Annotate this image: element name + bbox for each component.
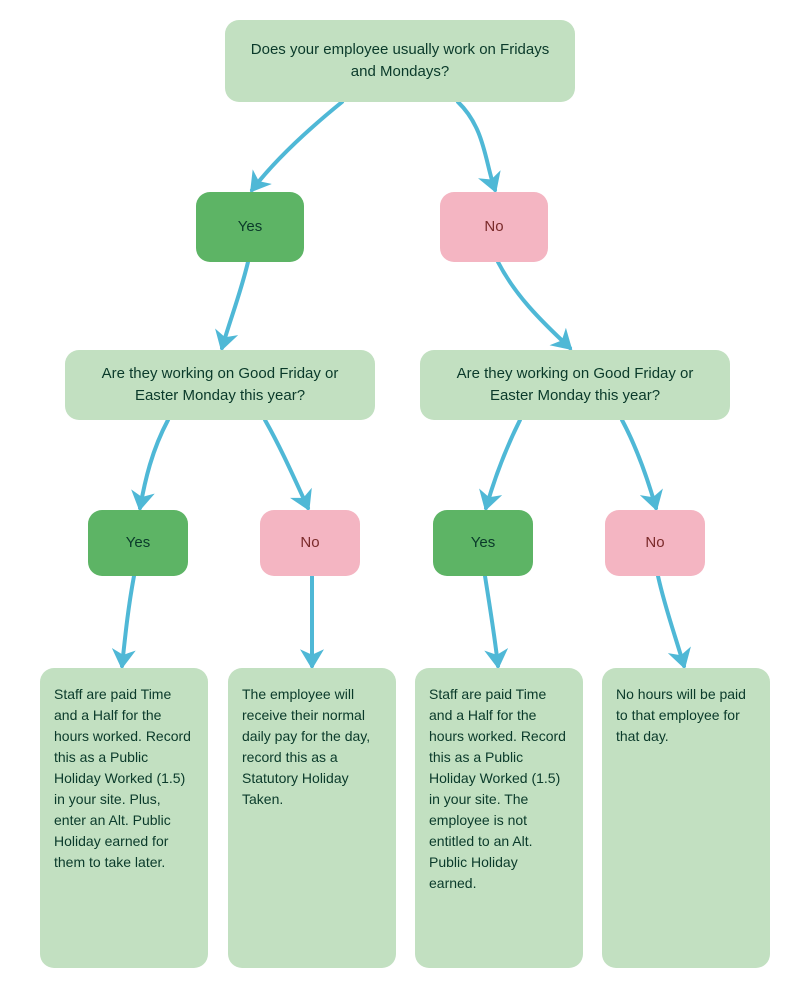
answer-no-right-text: No <box>645 532 664 554</box>
answer-yes-level1-text: Yes <box>238 216 262 238</box>
outcome-3-text: Staff are paid Time and a Half for the h… <box>429 684 569 894</box>
outcome-4-text: No hours will be paid to that employee f… <box>616 684 756 747</box>
answer-yes-left: Yes <box>88 510 188 576</box>
edge-q2a-yes2a <box>140 420 168 508</box>
outcome-1-text: Staff are paid Time and a Half for the h… <box>54 684 194 873</box>
edge-q2b-yes2b <box>486 420 520 508</box>
answer-no-right: No <box>605 510 705 576</box>
edge-yes2b-out3 <box>485 576 498 666</box>
answer-yes-level1: Yes <box>196 192 304 262</box>
outcome-3: Staff are paid Time and a Half for the h… <box>415 668 583 968</box>
question-root-text: Does your employee usually work on Frida… <box>243 39 557 83</box>
answer-yes-right: Yes <box>433 510 533 576</box>
edge-q1-no1 <box>458 102 495 190</box>
answer-no-left: No <box>260 510 360 576</box>
edge-no2b-out4 <box>658 576 684 666</box>
answer-no-level1: No <box>440 192 548 262</box>
question-left: Are they working on Good Friday or Easte… <box>65 350 375 420</box>
outcome-4: No hours will be paid to that employee f… <box>602 668 770 968</box>
edge-yes1-q2a <box>222 262 248 348</box>
outcome-1: Staff are paid Time and a Half for the h… <box>40 668 208 968</box>
edge-yes2a-out1 <box>122 576 134 666</box>
answer-yes-right-text: Yes <box>471 532 495 554</box>
answer-no-level1-text: No <box>484 216 503 238</box>
answer-no-left-text: No <box>300 532 319 554</box>
outcome-2-text: The employee will receive their normal d… <box>242 684 382 810</box>
question-left-text: Are they working on Good Friday or Easte… <box>83 363 357 407</box>
outcome-2: The employee will receive their normal d… <box>228 668 396 968</box>
edge-q1-yes1 <box>252 102 342 190</box>
question-right: Are they working on Good Friday or Easte… <box>420 350 730 420</box>
edge-no1-q2b <box>498 262 570 348</box>
question-right-text: Are they working on Good Friday or Easte… <box>438 363 712 407</box>
edge-q2b-no2b <box>622 420 656 508</box>
edge-q2a-no2a <box>265 420 308 508</box>
question-root: Does your employee usually work on Frida… <box>225 20 575 102</box>
answer-yes-left-text: Yes <box>126 532 150 554</box>
